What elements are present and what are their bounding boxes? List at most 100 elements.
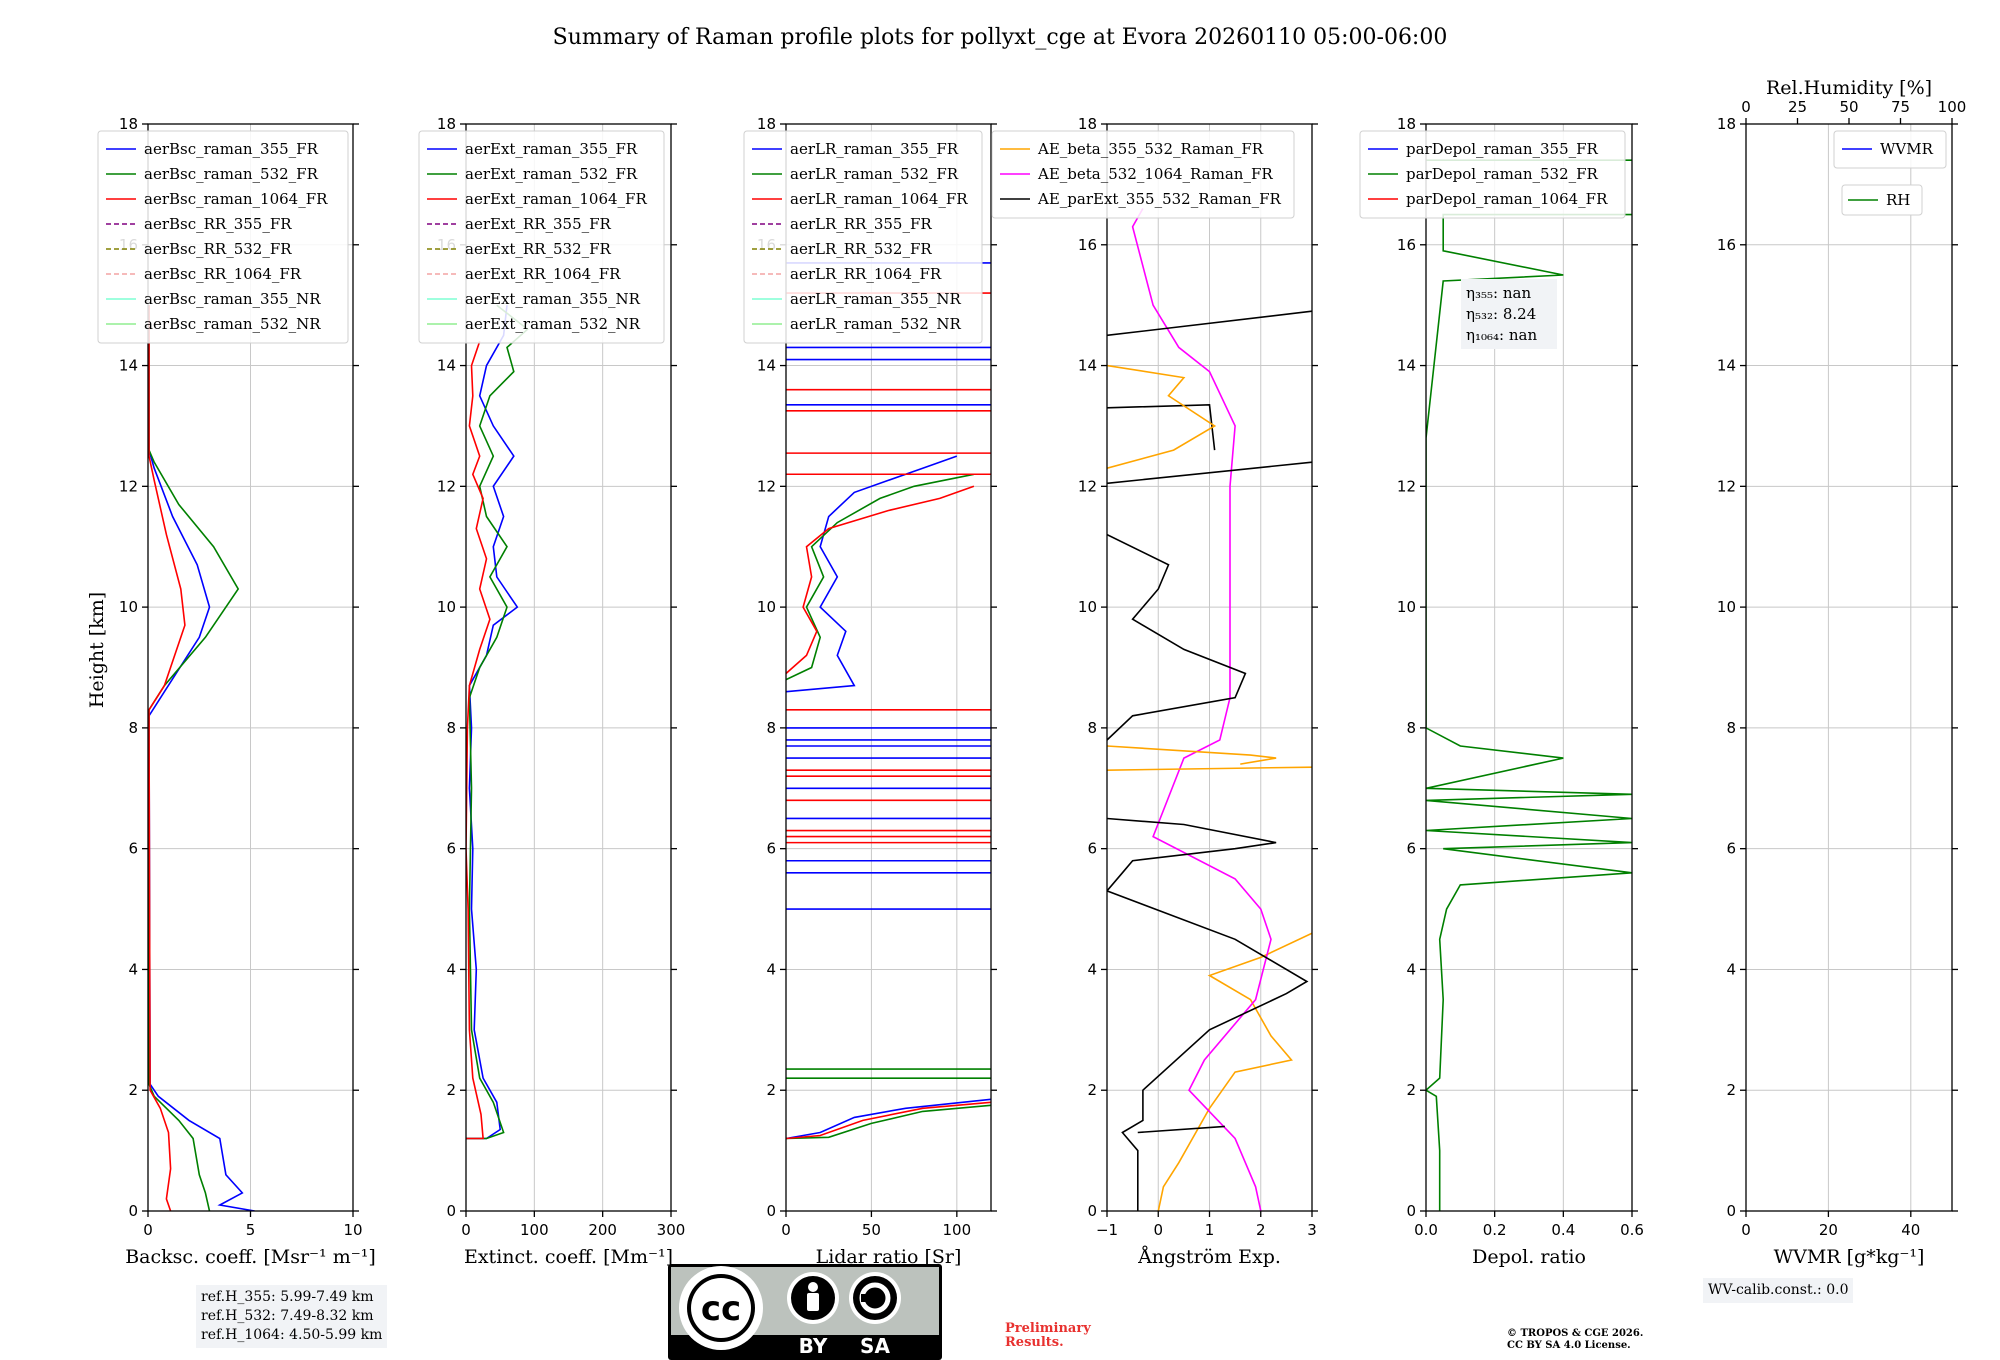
series-line-aerBsc_raman_532_FR [148,305,240,1211]
x-axis-label: WVMR [g*kg⁻¹] [1774,1246,1925,1268]
y-tick-label: 2 [446,1081,456,1099]
x-tick-label: 100 [520,1221,549,1239]
y-tick-label: 4 [446,960,456,978]
legend-label: aerBsc_raman_355_FR [144,140,319,158]
y-tick-label: 18 [437,115,456,133]
y-tick-label: 4 [128,960,138,978]
x-tick-label: 2 [1256,1221,1266,1239]
series-line-AE_beta_355_532_Raman_FR [1157,932,1312,1211]
cc-label: cc [701,1289,741,1329]
series-line-AE_parExt_355_532_Raman_FR_upper [1107,533,1247,741]
y-tick-label: 14 [1717,357,1736,375]
legend-label: aerExt_RR_355_FR [465,215,612,233]
y-tick-label: 8 [1087,719,1097,737]
x-tick-label: 5 [246,1221,256,1239]
legend-label: aerExt_raman_532_FR [465,165,638,183]
legend-box [991,130,1295,219]
series-line-parDepol_raman_532_FR [1426,213,1632,1211]
series-group [466,304,529,1140]
legend-label: aerBsc_raman_1064_FR [144,190,328,208]
x-tick-label: 0 [781,1221,791,1239]
y-tick-label: 10 [757,598,776,616]
series-line-aerBsc_raman_1064_FR [148,305,186,1211]
ae-segment [1107,403,1216,451]
top-x-tick-label: 100 [1938,98,1967,116]
legend-label: aerBsc_RR_532_FR [144,240,292,258]
y-tick-label: 0 [1726,1202,1736,1220]
y-tick-label: 18 [1397,115,1416,133]
panel-2: 0246810121416180100200300Extinct. coeff.… [418,115,685,1268]
legend-label: aerBsc_raman_355_NR [144,290,321,308]
ae-segment [1107,745,1277,765]
y-tick-label: 6 [128,840,138,858]
x-axis-label: Ångström Exp. [1137,1246,1281,1268]
y-tick-label: 4 [1726,960,1736,978]
y-tick-label: 0 [128,1202,138,1220]
sa-label: SA [860,1334,890,1358]
x-tick-label: 200 [588,1221,617,1239]
ae-segment [1137,1125,1225,1134]
y-tick-label: 10 [1078,598,1097,616]
top-x-tick-label: 0 [1741,98,1751,116]
x-tick-label: 3 [1307,1221,1317,1239]
ae-segment [1107,766,1312,771]
panel-3: 024681012141618050100Lidar ratio [Sr]aer… [743,115,997,1268]
legend-label: aerLR_RR_532_FR [790,240,932,258]
legend-label: parDepol_raman_532_FR [1406,165,1599,183]
depol-annotation-box [1461,279,1557,349]
y-tick-label: 8 [446,719,456,737]
y-tick-label: 4 [766,960,776,978]
legend-label: aerLR_raman_532_NR [790,315,961,333]
depol-annotation-line: η₅₃₂: 8.24 [1466,305,1536,323]
legend-label: WVMR [1880,140,1934,158]
reference-height-box: ref.H_355: 5.99-7.49 km ref.H_532: 7.49-… [196,1285,388,1348]
cc-by-sa-badge: cc BY SA [668,1264,942,1360]
legend-label: AE_beta_532_1064_Raman_FR [1037,165,1273,183]
x-tick-label: −1 [1096,1221,1118,1239]
y-tick-label: 2 [1406,1081,1416,1099]
series-line-aerLR_raman_1064_FR [786,1101,991,1140]
figure-title: Summary of Raman profile plots for polly… [553,25,1448,50]
series-group [1107,208,1312,1211]
series-line-AE_parExt_355_532_Raman_FR [1107,817,1309,1211]
series-line-aerExt_raman_1064_FR [466,341,491,1140]
y-tick-label: 2 [1726,1081,1736,1099]
panel-1: 0246810121416180510Backsc. coeff. [Msr⁻¹… [97,115,376,1268]
y-tick-label: 14 [119,357,138,375]
y-tick-label: 8 [128,719,138,737]
series-line-aerExt_raman_532_FR [466,304,529,1140]
x-tick-label: 100 [943,1221,972,1239]
top-x-tick-label: 50 [1839,98,1858,116]
y-tick-label: 6 [766,840,776,858]
y-tick-label: 18 [1717,115,1736,133]
y-tick-label: 0 [1087,1202,1097,1220]
y-tick-label: 10 [119,598,138,616]
series-line-aerLR_raman_1064_FR_upper [786,485,975,675]
series-line-aerLR_raman_355_FR_upper [786,455,958,693]
y-tick-label: 12 [437,477,456,495]
x-axis-label: Lidar ratio [Sr] [816,1246,962,1268]
legend-box-rh [1841,184,1923,216]
legend-label: aerBsc_RR_355_FR [144,215,292,233]
legend-label: aerLR_RR_1064_FR [790,265,942,283]
y-tick-label: 8 [1726,719,1736,737]
y-tick-label: 18 [119,115,138,133]
x-tick-label: 0.0 [1414,1221,1438,1239]
y-tick-label: 12 [757,477,776,495]
x-tick-label: 0 [143,1221,153,1239]
axes-frame [1425,123,1633,1212]
legend-box [1833,130,1947,169]
top-x-tick-label: 25 [1788,98,1807,116]
top-x-axis-label: Rel.Humidity [%] [1766,77,1932,99]
y-tick-label: 4 [1087,960,1097,978]
y-tick-label: 2 [128,1081,138,1099]
axes-frame [1745,123,1953,1212]
legend-label-rh: RH [1886,191,1910,209]
x-tick-label: 0 [461,1221,471,1239]
y-tick-label: 10 [1397,598,1416,616]
legend-label: aerLR_raman_532_FR [790,165,959,183]
preliminary-results-note: Preliminary Results. [1005,1321,1091,1350]
x-tick-label: 1 [1205,1221,1215,1239]
ae-segment [1107,364,1217,469]
